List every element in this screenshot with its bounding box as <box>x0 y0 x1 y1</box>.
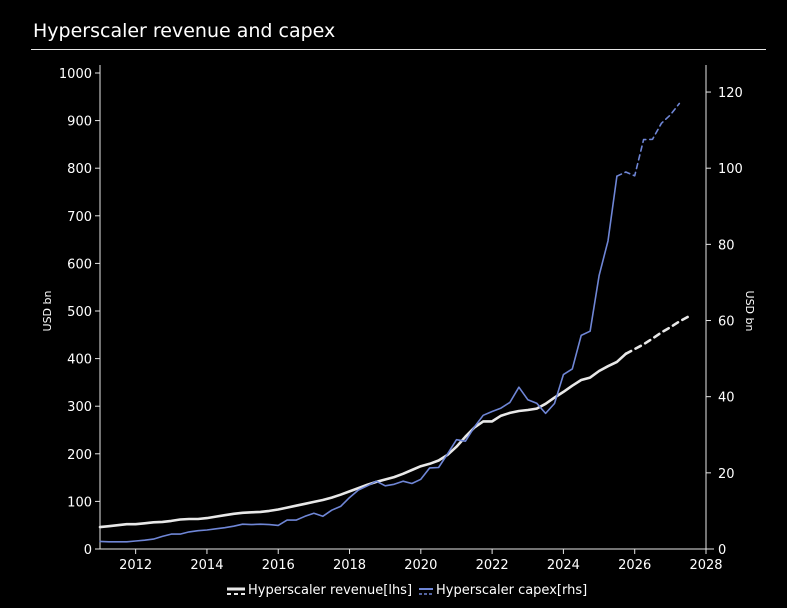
x-tick-label: 2018 <box>333 558 366 573</box>
legend-item-revenue: Hyperscaler revenue[lhs] <box>226 583 412 598</box>
series-line-capex <box>99 175 618 543</box>
y-right-tick-label: 100 <box>718 162 743 177</box>
x-tick-label: 2020 <box>404 558 437 573</box>
chart-title: Hyperscaler revenue and capex <box>33 20 336 42</box>
legend-item-capex: Hyperscaler capex[rhs] <box>418 583 587 598</box>
x-tick-label: 2024 <box>547 558 580 573</box>
y-left-tick-label: 100 <box>67 495 92 510</box>
y-axis-left-label: USD bn <box>41 291 54 332</box>
title-divider <box>31 49 766 50</box>
x-tick-label: 2012 <box>119 558 152 573</box>
legend-label-capex: Hyperscaler capex[rhs] <box>436 583 588 598</box>
y-right-tick-label: 40 <box>718 391 735 406</box>
x-tick-label: 2016 <box>262 558 295 573</box>
y-left-tick-label: 300 <box>67 400 92 415</box>
legend: Hyperscaler revenue[lhs] Hyperscaler cap… <box>226 583 593 598</box>
x-tick-label: 2014 <box>190 558 223 573</box>
y-left-tick-label: 600 <box>67 257 92 272</box>
y-right-tick-label: 80 <box>718 238 735 253</box>
y-right-tick-label: 20 <box>718 467 735 482</box>
y-right-tick-label: 120 <box>718 86 743 101</box>
chart-canvas: 0 100 200 300 400 500 600 700 800 900 1000 0 20 40 60 8… <box>41 65 756 573</box>
y-left-tick-label: 700 <box>67 210 92 225</box>
legend-label-revenue: Hyperscaler revenue[lhs] <box>248 583 413 598</box>
x-tick-label: 2028 <box>689 558 722 573</box>
y-left-tick-label: 400 <box>67 353 92 368</box>
series-line-revenue-forecast <box>624 315 690 356</box>
y-axis-right-label: USD bn <box>743 291 756 332</box>
axes: 0 100 200 300 400 500 600 700 800 900 1000 0 20 40 60 8… <box>41 65 756 573</box>
y-left-tick-label: 500 <box>67 305 92 320</box>
y-right-tick-label: 60 <box>718 315 735 330</box>
y-left-tick-label: 200 <box>67 448 92 463</box>
legend-swatch-revenue <box>227 587 245 595</box>
y-left-tick-label: 900 <box>67 115 92 130</box>
x-tick-label: 2022 <box>476 558 509 573</box>
y-left-tick-label: 800 <box>67 162 92 177</box>
series-line-capex-forecast <box>616 102 681 177</box>
series-line-revenue <box>98 352 628 529</box>
y-right-tick-label: 0 <box>718 543 726 558</box>
legend-swatch-capex <box>419 587 434 595</box>
x-tick-label: 2026 <box>618 558 651 573</box>
series-lines <box>98 102 690 543</box>
y-left-tick-label: 1000 <box>59 67 92 82</box>
y-left-tick-label: 0 <box>84 543 92 558</box>
